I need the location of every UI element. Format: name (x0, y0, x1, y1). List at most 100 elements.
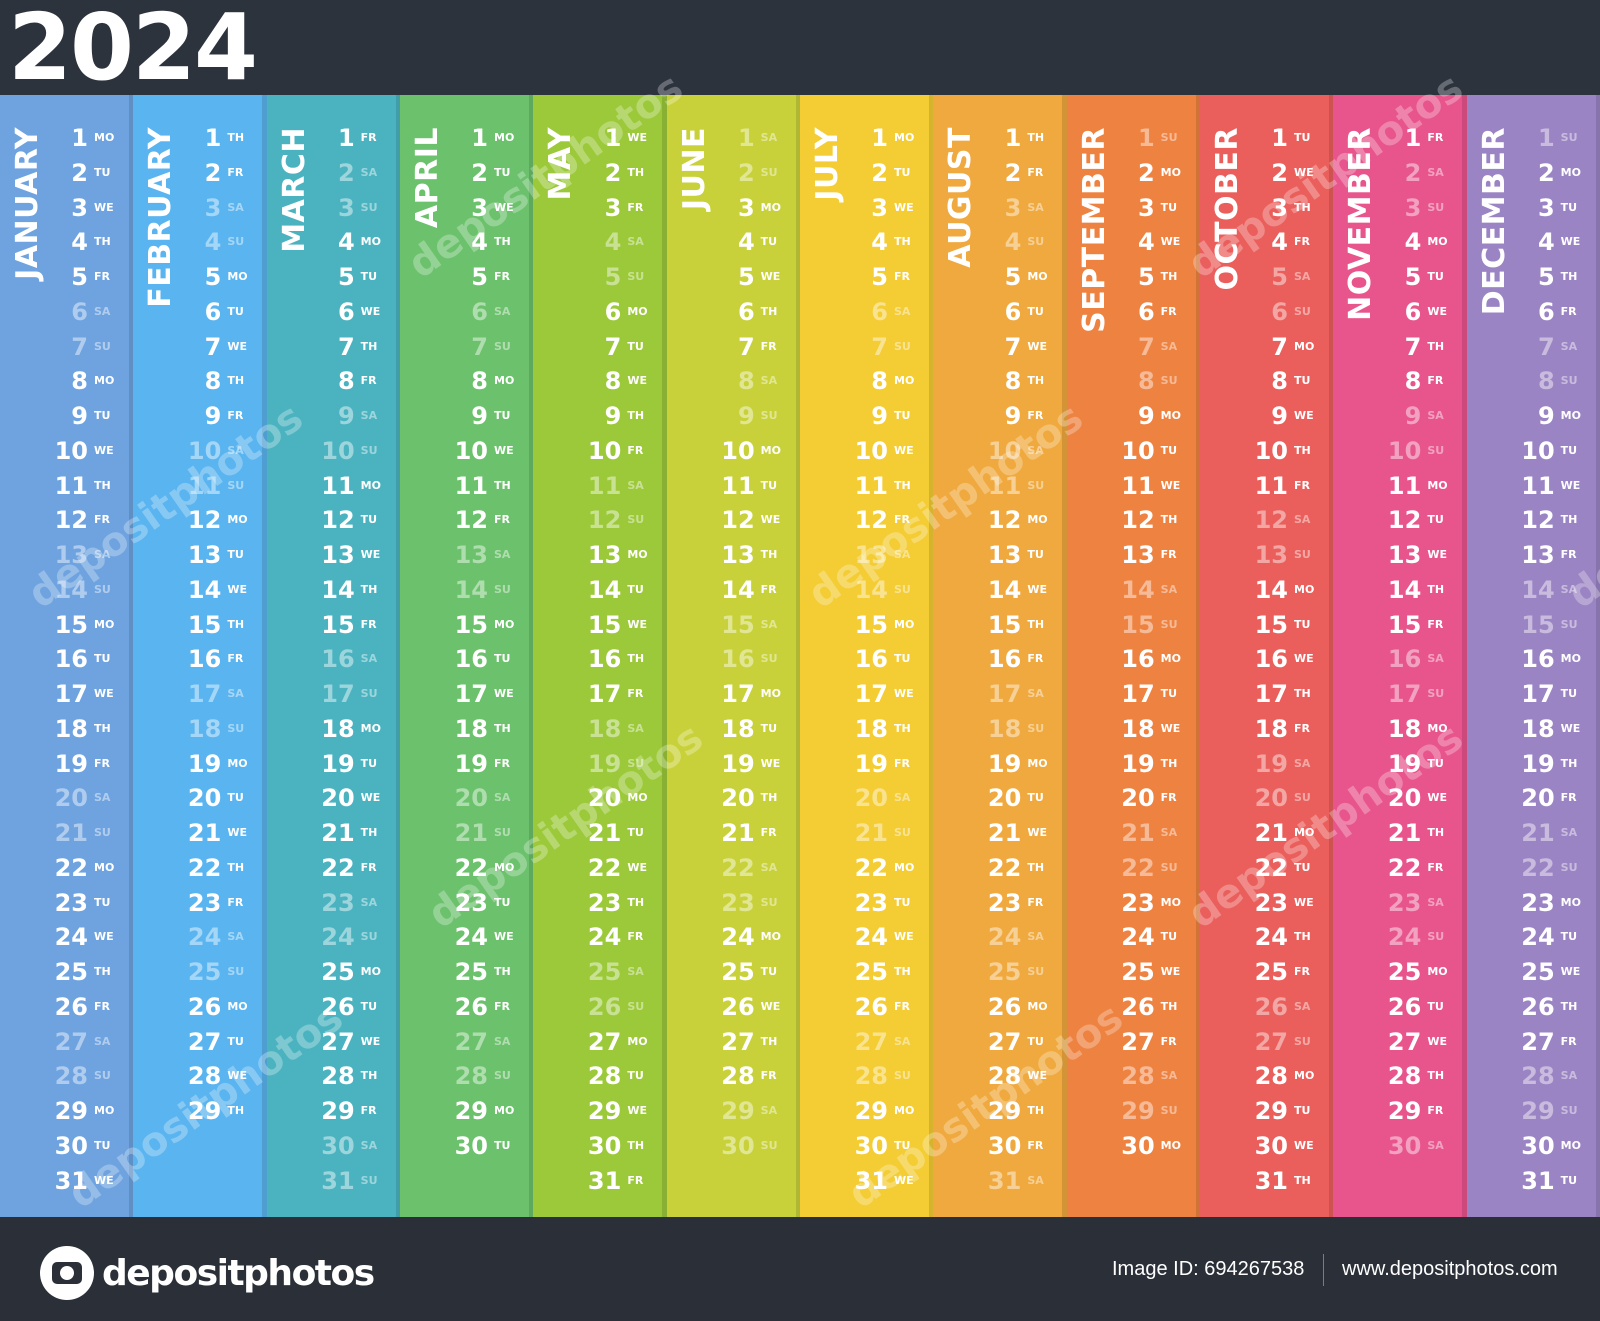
month-column-april: APRIL 1 MO 2 TU 3 WE 4 TH 5 FR 6 SA 7 SU 8 MO 9 TU 10 WE 11 TH… (400, 95, 535, 1217)
day-number: 10 (1521, 436, 1555, 465)
weekday-abbr: WE (627, 860, 647, 874)
weekday-abbr: SA (227, 443, 244, 457)
day-number: 22 (587, 853, 622, 882)
weekday-abbr: TU (1427, 756, 1444, 770)
day-number: 11 (187, 471, 222, 500)
day-row: 28 TU (533, 1059, 661, 1093)
day-number: 11 (1254, 471, 1288, 500)
day-number: 5 (871, 263, 888, 291)
day-number: 3 (471, 193, 488, 222)
day-number: 29 (321, 1097, 355, 1125)
day-number: 30 (54, 1131, 88, 1160)
day-number: 18 (854, 714, 888, 743)
day-number: 9 (604, 402, 622, 430)
day-row: 11 SU (933, 469, 1061, 503)
day-number: 25 (854, 958, 888, 986)
day-number: 25 (1521, 958, 1555, 986)
calendar-grid: JANUARY 1 MO 2 TU 3 WE 4 TH 5 FR 6 SA 7 SU 8 MO 9 TU 10 WE 11… (0, 95, 1600, 1217)
weekday-abbr: FR (1427, 374, 1444, 388)
weekday-abbr: MO (1560, 409, 1581, 422)
weekday-abbr: TH (227, 131, 245, 144)
day-row: 24 SA (133, 920, 261, 954)
day-row: 4 MO (267, 225, 395, 259)
weekday-abbr: MO (627, 791, 648, 805)
day-row: 7 FR (667, 330, 795, 364)
day-row: 5 WE (667, 260, 795, 294)
weekday-abbr: FR (1027, 409, 1044, 422)
day-number: 17 (1254, 680, 1288, 708)
weekday-abbr: MO (1160, 895, 1181, 909)
day-number: 1 (1004, 124, 1022, 152)
weekday-abbr: TH (1027, 131, 1045, 144)
day-row: 19 TH (1467, 747, 1595, 781)
day-row: 6 WE (1333, 295, 1461, 329)
site-link[interactable]: www.depositphotos.com (1342, 1258, 1558, 1280)
weekday-abbr: FR (627, 687, 644, 700)
weekday-abbr: SU (1560, 131, 1578, 144)
weekday-abbr: TH (1560, 513, 1578, 527)
depositphotos-logo[interactable]: depositphotos (40, 1245, 375, 1301)
day-row: 25 WE (1067, 955, 1195, 989)
day-number: 5 (71, 263, 88, 291)
day-number: 15 (187, 610, 222, 639)
weekday-abbr: SU (1427, 930, 1445, 944)
weekday-abbr: WE (360, 1034, 381, 1048)
day-number: 23 (587, 888, 622, 917)
day-number: 5 (604, 263, 622, 291)
day-row: 17 SU (267, 677, 395, 711)
weekday-abbr: TU (1427, 270, 1444, 283)
day-number: 27 (587, 1027, 622, 1056)
weekday-abbr: TU (1160, 687, 1178, 700)
day-row: 15 TH (933, 608, 1061, 642)
day-row: 17 TU (1067, 677, 1195, 711)
day-number: 2 (204, 158, 222, 187)
day-number: 14 (54, 575, 88, 604)
day-number: 31 (1521, 1166, 1555, 1195)
day-number: 6 (871, 297, 888, 326)
day-number: 27 (1254, 1027, 1288, 1056)
day-number: 4 (737, 228, 755, 257)
weekday-abbr: MO (494, 131, 515, 144)
day-number: 21 (1121, 819, 1155, 847)
weekday-abbr: TH (1560, 756, 1578, 770)
weekday-abbr: TU (227, 304, 244, 318)
weekday-abbr: MO (760, 200, 781, 214)
day-number: 24 (1387, 923, 1422, 952)
day-row: 31 SA (933, 1164, 1061, 1198)
day-row: 15 MO (400, 608, 528, 642)
day-number: 21 (54, 819, 88, 847)
day-row: 28 WE (133, 1059, 261, 1093)
day-row: 5 FR (400, 260, 528, 294)
day-number: 7 (204, 332, 222, 361)
day-number: 28 (454, 1062, 488, 1091)
day-row: 28 SU (400, 1059, 528, 1093)
weekday-abbr: WE (1160, 478, 1181, 492)
weekday-abbr: SA (1160, 826, 1178, 839)
weekday-abbr: WE (1427, 304, 1447, 318)
weekday-abbr: FR (360, 1104, 377, 1117)
day-row: 2 FR (133, 156, 261, 190)
day-number: 7 (737, 332, 755, 361)
day-row: 26 TU (1333, 990, 1461, 1024)
day-number: 30 (987, 1131, 1022, 1160)
weekday-abbr: SA (760, 374, 778, 388)
weekday-abbr: MO (894, 131, 915, 144)
weekday-abbr: WE (227, 339, 247, 353)
day-row: 15 SU (1067, 608, 1195, 642)
month-column-february: FEBRUARY 1 TH 2 FR 3 SA 4 SU 5 MO 6 TU 7 WE 8 TH 9 FR 10 SA 1… (133, 95, 269, 1217)
weekday-abbr: FR (360, 617, 377, 631)
day-number: 7 (871, 332, 888, 361)
day-row: 19 MO (933, 747, 1061, 781)
day-row: 14 SU (0, 573, 128, 607)
day-row: 11 TH (0, 469, 128, 503)
day-row: 19 TU (1333, 747, 1461, 781)
day-row: 2 SA (1333, 156, 1461, 190)
day-number: 23 (54, 888, 88, 917)
weekday-abbr: TU (627, 339, 644, 353)
day-row: 24 SU (1333, 920, 1461, 954)
day-number: 26 (587, 992, 622, 1021)
weekday-abbr: MO (494, 617, 515, 631)
weekday-abbr: SA (760, 617, 778, 631)
day-number: 18 (1121, 714, 1155, 743)
weekday-abbr: MO (1160, 1138, 1181, 1152)
